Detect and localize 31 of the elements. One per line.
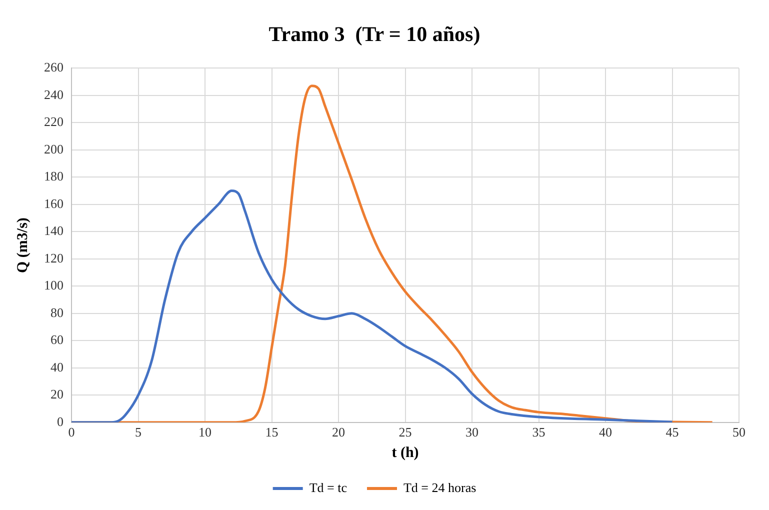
legend-label: Td = tc <box>309 480 348 495</box>
y-tick-label: 240 <box>44 86 64 102</box>
x-tick-label: 5 <box>135 424 142 440</box>
x-tick-label: 50 <box>732 424 746 440</box>
y-tick-label: 160 <box>44 196 64 211</box>
y-axis-title: Q (m3/s) <box>14 218 31 274</box>
x-tick-label: 35 <box>532 424 546 440</box>
legend-label: Td = 24 horas <box>403 480 476 495</box>
x-tick-label: 15 <box>265 424 278 440</box>
x-tick-label: 25 <box>398 424 412 440</box>
y-tick-label: 180 <box>44 168 64 184</box>
chart-title: Tramo 3 (Tr = 10 años) <box>268 22 480 46</box>
y-tick-label: 40 <box>50 359 64 374</box>
x-tick-label: 30 <box>466 424 478 440</box>
x-tick-label: 0 <box>68 424 75 440</box>
line-series <box>72 190 674 422</box>
y-tick-label: 260 <box>44 60 64 75</box>
x-axis-title: t (h) <box>392 444 419 461</box>
y-tick-label: 100 <box>44 278 64 293</box>
y-tick-label: 80 <box>50 304 64 320</box>
y-tick-label: 120 <box>44 250 64 266</box>
x-tick-label: 20 <box>332 424 345 440</box>
x-tick-label: 40 <box>599 424 612 440</box>
y-tick-label: 60 <box>50 332 64 348</box>
y-tick-label: 0 <box>57 414 64 429</box>
y-tick-label: 140 <box>44 223 64 238</box>
y-tick-label: 220 <box>44 114 64 130</box>
y-tick-label: 200 <box>44 141 64 156</box>
y-tick-label: 20 <box>50 386 64 402</box>
x-tick-label: 10 <box>198 424 212 440</box>
x-tick-label: 45 <box>666 424 679 440</box>
